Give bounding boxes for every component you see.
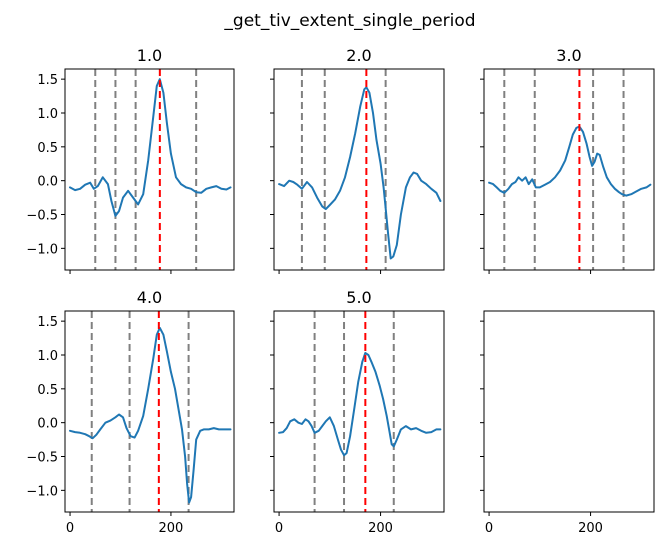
y-tick-label: 0.0 [37, 175, 58, 190]
signal-line-1 [278, 86, 442, 260]
subplot-title: 2.0 [346, 46, 371, 65]
signal-line-1 [69, 78, 232, 217]
y-tick-label: 0.5 [37, 383, 58, 398]
subplot-title: 3.0 [556, 46, 581, 65]
subplot-title: 1.0 [137, 46, 162, 65]
axes-frame [64, 310, 235, 513]
plot-area [278, 69, 442, 270]
subplot-1: −1.0 −0.5 0.0 0.5 1.0 1.5 1.0 [26, 46, 235, 274]
axes-frame [483, 310, 655, 513]
x-tick-label: 200 [578, 521, 603, 536]
plot-area [69, 69, 232, 270]
subplot-3: 3.0 [480, 46, 655, 274]
signal-line-1 [278, 352, 442, 457]
axes-frame [64, 68, 235, 271]
y-tick-label: 0.5 [37, 141, 58, 156]
x-tick-label: 200 [159, 521, 184, 536]
y-tick-label: 1.5 [37, 73, 58, 88]
axes-frame [483, 68, 655, 271]
figure-suptitle: _get_tiv_extent_single_period [223, 11, 475, 31]
axes-frame [273, 310, 445, 513]
axes-frame [273, 68, 445, 271]
y-tick-label: −0.5 [26, 209, 58, 224]
signal-line-1 [69, 326, 232, 504]
x-tick-label: 0 [485, 521, 493, 536]
subplot-grid: −1.0 −0.5 0.0 0.5 1.0 1.5 1.0 2.0 3.0 −1.0 −0.5 0.0… [26, 46, 655, 536]
plot-area [69, 311, 232, 512]
y-tick-label: 0.0 [37, 417, 58, 432]
plot-area [488, 69, 652, 270]
x-tick-label: 200 [368, 521, 393, 536]
signal-line-1 [488, 125, 652, 197]
subplot-title: 4.0 [137, 288, 162, 307]
subplot-5: 0 200 5.0 [270, 288, 445, 536]
subplot-title: 5.0 [346, 288, 371, 307]
x-tick-label: 0 [275, 521, 283, 536]
subplot-4: −1.0 −0.5 0.0 0.5 1.0 1.5 0 200 4.0 [26, 288, 235, 536]
x-tick-label: 0 [66, 521, 74, 536]
y-tick-label: −1.0 [26, 484, 58, 499]
y-tick-label: 1.0 [37, 349, 58, 364]
y-tick-label: 1.5 [37, 315, 58, 330]
subplot-2: 2.0 [270, 46, 445, 274]
subplot-6: 0 200 [480, 310, 655, 536]
y-tick-label: 1.0 [37, 107, 58, 122]
y-tick-label: −0.5 [26, 451, 58, 466]
y-tick-label: −1.0 [26, 242, 58, 257]
plot-area [278, 311, 442, 512]
